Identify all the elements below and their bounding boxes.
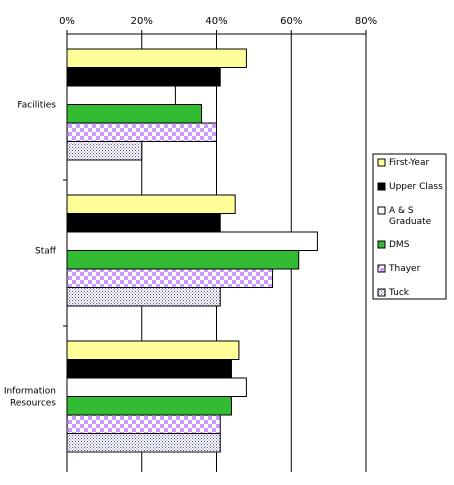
x-tick-label-1: 20% <box>131 16 153 27</box>
bar-1-3 <box>66 250 300 270</box>
bars <box>66 48 318 453</box>
bar-1-4 <box>66 268 274 288</box>
bar-2-5 <box>66 433 221 453</box>
legend-label-0: First-Year <box>389 158 429 168</box>
bar-0-1 <box>66 67 221 87</box>
category-label-0: Facilities <box>17 101 56 111</box>
x-tick-labels: 0% 20% 40% 60% 80% <box>59 16 377 27</box>
legend-swatch-0 <box>377 158 386 167</box>
x-tick-label-3: 60% <box>280 16 302 27</box>
legend-swatch-1 <box>377 182 386 191</box>
bar-0-2 <box>66 85 176 105</box>
bar-0-5 <box>66 141 143 161</box>
x-tick-label-4: 80% <box>355 16 377 27</box>
legend-label-2: A & S Graduate <box>389 206 432 227</box>
legend-swatch-3 <box>377 240 386 249</box>
bar-2-2 <box>66 377 247 397</box>
bar-1-5 <box>66 287 221 307</box>
x-tick-label-2: 40% <box>205 16 227 27</box>
legend: First-Year Upper Class A & S Graduate DMS Tha… <box>372 153 447 300</box>
legend-swatch-4 <box>377 264 386 273</box>
bar-1-0 <box>66 194 236 214</box>
bar-1-1 <box>66 213 221 233</box>
bar-1-2 <box>66 231 318 251</box>
legend-swatch-5 <box>377 288 386 297</box>
x-tick-label-0: 0% <box>59 16 75 27</box>
legend-label-5: Tuck <box>388 288 410 298</box>
category-labels: Facilities Staff Information Resources <box>4 101 57 409</box>
bar-0-3 <box>66 104 203 124</box>
legend-label-3: DMS <box>389 240 410 250</box>
legend-box <box>372 153 447 300</box>
bar-2-4 <box>66 414 221 434</box>
bar-2-3 <box>66 396 232 416</box>
legend-label-1: Upper Class <box>389 182 443 192</box>
legend-label-4: Thayer <box>388 264 421 274</box>
category-label-2: Information Resources <box>4 387 56 409</box>
bar-0-0 <box>66 48 247 68</box>
axes <box>63 30 367 472</box>
category-label-1: Staff <box>35 247 57 257</box>
bar-2-0 <box>66 340 240 360</box>
bar-2-1 <box>66 359 232 379</box>
legend-swatch-2 <box>377 206 386 215</box>
bar-0-4 <box>66 122 217 142</box>
